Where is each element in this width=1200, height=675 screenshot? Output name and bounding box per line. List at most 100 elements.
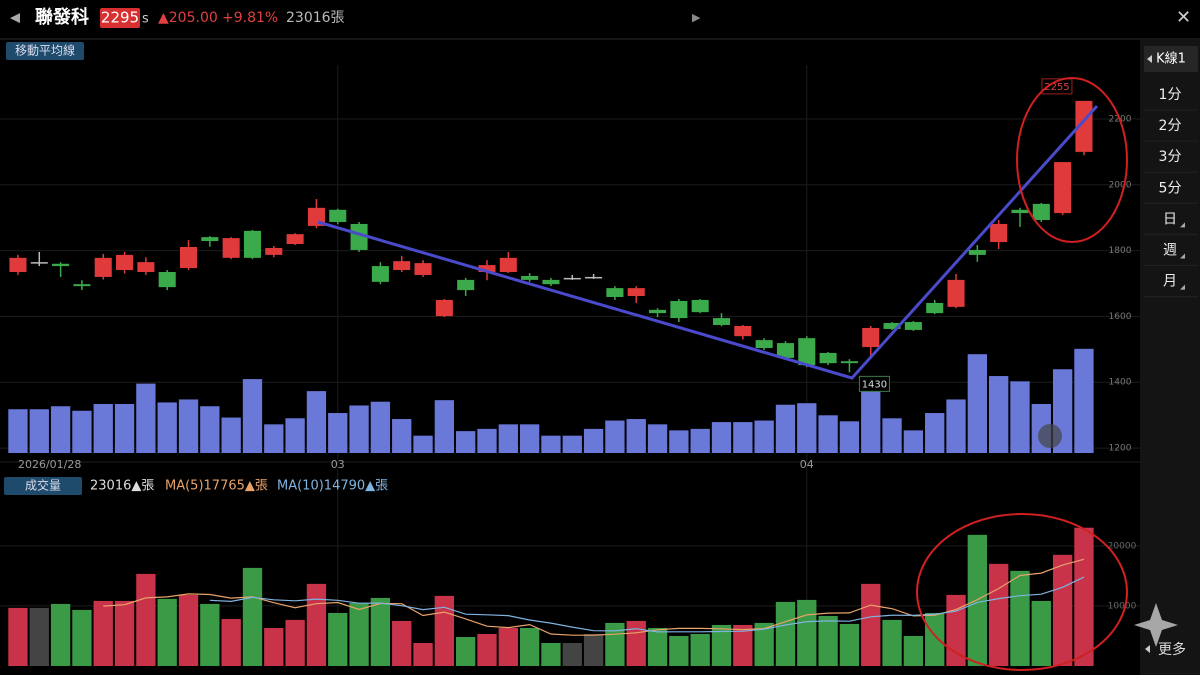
volume-bar [328, 612, 348, 666]
volume-bar [541, 642, 561, 666]
volume-bar [711, 624, 732, 666]
candle-body [563, 277, 581, 280]
candle-body [521, 275, 539, 280]
volume-bar [583, 633, 604, 666]
candle-body [73, 284, 91, 287]
volume-bar [136, 573, 156, 666]
volume-bar [178, 594, 199, 666]
next-button[interactable]: ▶ [692, 11, 701, 24]
candle-body [158, 271, 176, 288]
candle-body [585, 276, 603, 279]
volume-bar [200, 603, 220, 666]
more-arrow [1145, 645, 1150, 653]
volume-bar [1031, 600, 1051, 666]
period-option[interactable]: 3分 [1159, 149, 1182, 165]
volume-overlay-bar [29, 409, 49, 453]
volume-overlay-bar [967, 354, 988, 453]
candle-body [243, 230, 262, 258]
candle-body [265, 247, 283, 255]
volume-bar [562, 642, 582, 666]
volume-bar [1074, 527, 1094, 666]
period-option[interactable]: 週 [1163, 243, 1177, 259]
candle-body [435, 299, 453, 317]
volume-overlay-bar [285, 418, 305, 453]
volume-overlay-bar [775, 404, 796, 453]
candle-body [179, 246, 198, 269]
volume-overlay-bar [733, 422, 753, 453]
volume-overlay-bar [754, 420, 774, 453]
volume-overlay-bar [242, 379, 263, 453]
volume-overlay-bar [690, 428, 710, 453]
volume-overlay-bar [647, 424, 668, 453]
volume-bar [264, 627, 284, 666]
volume-overlay-bar [882, 418, 902, 453]
candle-body [9, 257, 27, 272]
y-tick-label: 20000 [1108, 541, 1137, 551]
kline-button[interactable] [1144, 46, 1198, 72]
volume-bar [519, 627, 540, 666]
period-option[interactable]: 月 [1163, 274, 1177, 290]
volume-overlay-bar [8, 409, 28, 453]
volume-overlay-bar [306, 391, 327, 453]
price-change-pct: +9.81% [222, 10, 278, 26]
candle-body [606, 288, 624, 298]
back-button[interactable]: ◀ [10, 11, 20, 26]
close-button[interactable]: ✕ [1176, 7, 1191, 28]
volume-overlay-bar [178, 399, 199, 453]
candle-body [1032, 203, 1050, 221]
candle-body [1011, 209, 1029, 214]
volume-button[interactable] [4, 477, 82, 495]
candle-body [1054, 162, 1072, 214]
volume-bar [775, 601, 796, 666]
high-marker: 2255 [1044, 82, 1069, 93]
volume-bar [818, 615, 838, 666]
star-icon[interactable] [1134, 603, 1178, 647]
volume-bar [882, 619, 902, 666]
scroll-handle[interactable] [1038, 424, 1062, 448]
volume-title: 成交量 [25, 478, 61, 493]
candle-body [457, 279, 475, 291]
volume-overlay-bar [477, 428, 497, 453]
period-option[interactable]: 1分 [1159, 87, 1182, 103]
period-option[interactable]: 2分 [1159, 118, 1182, 134]
volume-overlay-bar [93, 403, 113, 453]
period-option[interactable]: 5分 [1159, 180, 1182, 196]
candle-body [712, 318, 731, 325]
volume-overlay-bar [136, 383, 156, 453]
volume-bar [50, 603, 71, 666]
volume-bar [669, 635, 689, 666]
indicator-button[interactable] [6, 42, 84, 60]
volume-chart: 成交量 23016▲張 MA(5)17765▲張 MA(10)14790▲張 10000… [0, 478, 1140, 666]
candle-body [819, 352, 837, 364]
candle-body [883, 323, 901, 329]
ma-line [103, 558, 1085, 636]
volume-bar [690, 633, 710, 666]
volume-bar [989, 563, 1009, 666]
candle-body [840, 361, 858, 364]
high-marker-box [1041, 78, 1073, 95]
candle-body [201, 237, 219, 242]
candle-body [52, 263, 70, 267]
y-tick-label: 10000 [1108, 601, 1137, 611]
period-option[interactable]: 日 [1163, 211, 1177, 227]
candle-body [627, 288, 645, 297]
volume-bar [392, 620, 412, 666]
price: 2295 [101, 9, 139, 27]
volume-overlay-bar [626, 419, 646, 453]
volume-overlay-bar [562, 435, 582, 453]
more-button[interactable]: 更多 [1158, 641, 1186, 658]
volume-overlay-bar [839, 421, 860, 453]
low-marker: 1430 [862, 379, 887, 390]
volume-bar [29, 607, 49, 666]
price-badge [100, 8, 140, 28]
candle-body [222, 238, 240, 258]
candle-body [350, 223, 368, 250]
y-tick-label: 1400 [1109, 378, 1132, 388]
volume-bar [1010, 570, 1030, 666]
candle-body [755, 340, 773, 349]
volume-overlay-bar [157, 402, 177, 453]
candle-body [904, 322, 922, 330]
volume-bar [925, 612, 945, 666]
volume-bar [626, 620, 646, 666]
